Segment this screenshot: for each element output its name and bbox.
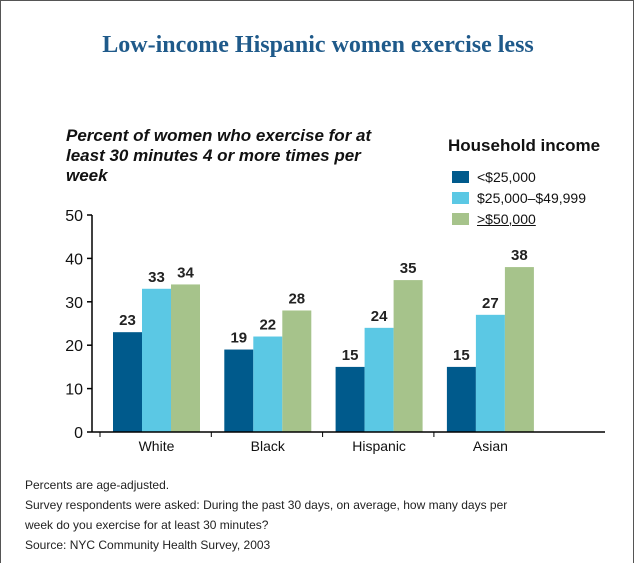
x-tick-label: Black [251,438,286,454]
note-source: Source: NYC Community Health Survey, 200… [25,538,271,552]
data-label: 34 [177,264,194,281]
legend-item-middle-income: $25,000–$49,999 [452,188,586,208]
y-tick-label: 0 [74,425,83,442]
chart-title: Low-income Hispanic women exercise less [102,32,534,58]
bar-chart: 23 33 34 White 19 22 28 Black 15 24 35 Hispanic 15 27… [65,208,605,454]
x-tick-label: Asian [473,438,508,454]
y-tick-label: 50 [65,208,83,225]
bar [364,327,394,432]
legend-swatch [452,213,469,225]
y-tick-label: 20 [65,338,83,355]
note-age-adjusted: Percents are age-adjusted. [25,478,170,492]
y-tick-label: 30 [65,295,83,312]
legend-item-high-income: >$50,000 [452,209,536,229]
data-label: 24 [371,308,388,325]
legend-swatch [452,192,469,204]
data-label: 23 [119,312,136,329]
data-label: 22 [259,317,276,334]
bar [335,366,365,432]
bar [504,267,534,432]
legend-label: >$50,000 [477,211,536,227]
legend-item-low-income: <$25,000 [452,167,536,187]
data-label: 15 [342,347,359,364]
legend-label: <$25,000 [477,169,536,185]
note-survey-question-cont: week do you exercise for at least 30 min… [25,518,269,532]
data-label: 15 [453,347,470,364]
bar [113,332,142,432]
bar [171,284,200,432]
x-tick-label: White [139,438,175,454]
data-label: 19 [230,330,247,347]
data-label: 28 [288,290,305,307]
legend-label: $25,000–$49,999 [477,190,586,206]
chart-subtitle: Percent of women who exercise for at lea… [66,126,372,185]
bar [224,349,254,432]
bar [282,310,312,432]
data-label: 33 [148,269,165,286]
data-label: 27 [482,295,499,312]
bar [253,336,283,432]
legend-title: Household income [448,136,601,155]
data-label: 38 [511,247,528,264]
bar [142,288,171,432]
y-tick-label: 40 [65,251,83,268]
x-tick-label: Hispanic [352,438,406,454]
bar [393,280,423,432]
note-survey-question: Survey respondents were asked: During th… [25,498,508,512]
bar [475,314,505,432]
bar [446,366,476,432]
legend-swatch [452,171,469,183]
data-label: 35 [400,260,417,277]
y-tick-label: 10 [65,382,83,399]
